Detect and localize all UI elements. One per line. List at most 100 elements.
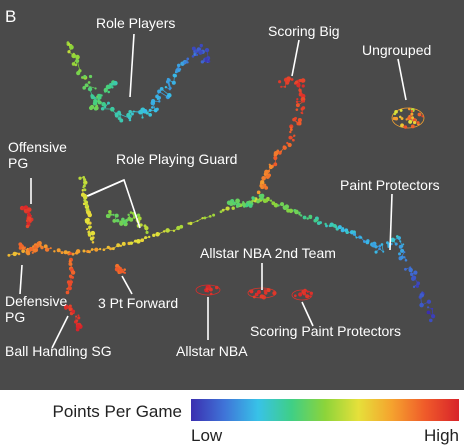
node-role-playing-guard-a	[83, 188, 87, 192]
node-scoring-big	[296, 122, 300, 126]
node-ball-handling-sg	[75, 319, 79, 322]
cluster-label-role-playing-guard: Role Playing Guard	[116, 151, 237, 167]
node-main-trunk	[56, 248, 61, 253]
node-main-trunk	[179, 224, 184, 229]
node-upper-arm	[230, 201, 233, 204]
node-paint-protectors	[390, 237, 396, 243]
cluster-label-defensive-pg: Defensive PG	[5, 293, 67, 325]
node-scoring-big	[292, 138, 295, 142]
node-main-trunk	[15, 252, 18, 255]
node-main-trunk	[106, 245, 110, 250]
node-role-players	[176, 63, 181, 68]
node-role-players	[132, 110, 135, 113]
node-role-playing-guard-b	[115, 218, 120, 223]
node-main-trunk	[49, 247, 52, 250]
node-role-players	[88, 74, 93, 79]
node-main-trunk	[99, 247, 102, 251]
node-role-players	[128, 114, 132, 118]
node-role-players-branch	[107, 84, 112, 89]
node-right-arm	[316, 219, 319, 222]
node-ungrouped	[413, 121, 417, 125]
node-role-players-branch	[110, 82, 114, 86]
node-main-trunk	[148, 235, 151, 239]
node-main-trunk	[231, 206, 235, 210]
node-ungrouped	[408, 120, 413, 124]
node-scoring-paint	[293, 294, 297, 298]
node-role-players	[150, 106, 154, 109]
node-role-players	[171, 80, 176, 85]
node-role-players-branch	[98, 93, 101, 97]
node-right-arm	[365, 240, 370, 245]
node-scoring-big	[289, 130, 292, 134]
node-ungrouped	[405, 118, 408, 121]
node-scoring-big	[264, 169, 269, 175]
node-three-pt-forward	[120, 270, 123, 273]
node-scoring-big	[300, 111, 303, 114]
node-scoring-big	[295, 100, 299, 104]
node-ball-handling-sg	[75, 327, 80, 332]
node-right-arm	[325, 224, 328, 228]
node-paint-protectors	[412, 285, 416, 289]
node-role-players	[207, 60, 211, 63]
node-paint-protectors	[403, 256, 406, 259]
node-right-arm	[282, 205, 288, 211]
node-three-pt-forward	[119, 266, 122, 270]
node-allstar-2nd	[252, 295, 256, 299]
node-three-pt-forward	[114, 266, 120, 272]
leader-ball-handling-sg	[51, 315, 69, 349]
node-allstar-nba	[209, 292, 213, 296]
node-role-players	[84, 83, 89, 88]
node-right-arm	[273, 203, 279, 208]
node-paint-protectors	[411, 275, 417, 281]
node-ungrouped	[393, 112, 397, 116]
node-role-playing-guard-b	[144, 225, 149, 231]
node-role-players	[198, 50, 203, 55]
node-main-trunk	[43, 244, 48, 249]
node-right-arm	[329, 222, 334, 227]
node-defensive-pg	[28, 246, 34, 252]
node-role-players	[141, 116, 144, 119]
node-upper-arm	[248, 203, 253, 208]
node-right-arm	[378, 244, 382, 248]
leader-scoring-big	[291, 39, 300, 77]
node-scoring-paint	[309, 291, 313, 295]
node-role-players	[69, 44, 74, 50]
node-upper-arm	[251, 196, 255, 200]
node-role-players	[148, 108, 152, 112]
cluster-label-paint-protectors: Paint Protectors	[340, 177, 440, 193]
node-main-trunk	[82, 249, 86, 253]
node-role-players	[72, 52, 75, 56]
node-ungrouped	[408, 114, 411, 118]
node-role-playing-guard-a	[90, 230, 96, 236]
node-role-players-branch	[107, 90, 110, 94]
node-paint-protectors	[378, 247, 381, 251]
edge	[120, 114, 130, 119]
node-role-playing-guard-a	[81, 189, 84, 192]
node-main-trunk	[208, 215, 212, 218]
node-paint-protectors	[402, 243, 405, 246]
node-paint-protectors	[428, 318, 433, 323]
node-ungrouped	[400, 123, 404, 128]
node-role-players	[175, 68, 180, 73]
node-ungrouped	[394, 116, 399, 121]
node-role-players	[94, 87, 97, 90]
node-role-players	[130, 112, 134, 116]
node-main-trunk	[221, 208, 225, 212]
leader-defensive-pg	[19, 264, 23, 295]
node-defensive-pg	[32, 248, 38, 253]
node-scoring-big	[286, 141, 289, 145]
node-ungrouped	[398, 115, 402, 119]
node-scoring-big	[286, 76, 291, 81]
node-role-playing-guard-b	[122, 219, 126, 223]
node-role-playing-guard-a	[84, 201, 88, 205]
node-role-players	[204, 47, 210, 53]
node-paint-protectors	[421, 291, 424, 294]
node-paint-protectors	[426, 310, 431, 315]
node-defensive-pg	[31, 251, 34, 254]
node-lower-left-link	[67, 286, 72, 291]
node-role-playing-guard-a	[86, 222, 89, 225]
node-role-playing-guard-a	[85, 204, 89, 208]
node-scoring-big	[282, 145, 287, 149]
node-role-players	[145, 111, 149, 115]
node-lower-left-link	[66, 287, 69, 290]
